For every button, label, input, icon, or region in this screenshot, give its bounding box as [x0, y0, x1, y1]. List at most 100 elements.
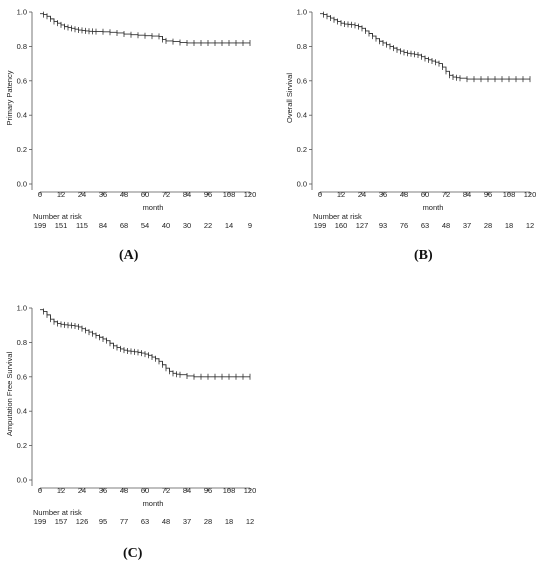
y-tick-label: 0.8	[297, 42, 307, 51]
x-tick-label: 12	[57, 190, 65, 199]
km-chart-b: 0.0 0.2 0.4 0.6 0.8 1.0 0 12 24 36 48 60 72 84 96 108 12…	[285, 8, 537, 231]
risk-value: 18	[225, 517, 233, 526]
x-tick-label: 36	[99, 486, 107, 495]
risk-value: 22	[204, 221, 212, 230]
x-tick-label: 96	[204, 486, 212, 495]
y-tick-label: 0.0	[17, 180, 27, 189]
x-tick-label: 24	[358, 190, 366, 199]
x-tick-label: 60	[141, 486, 149, 495]
risk-value: 30	[183, 221, 191, 230]
risk-value: 40	[162, 221, 170, 230]
x-tick-label: 48	[120, 486, 128, 495]
risk-table-title: Number at risk	[313, 212, 362, 221]
y-tick-label: 0.2	[17, 441, 27, 450]
x-tick-label: 72	[162, 486, 170, 495]
risk-value: 151	[55, 221, 68, 230]
km-chart-c: 0.0 0.2 0.4 0.6 0.8 1.0 0 12 24 36 48 60 72 84 96 108 12…	[5, 304, 257, 527]
x-tick-label: 108	[503, 190, 516, 199]
x-tick-label: 108	[223, 486, 236, 495]
y-tick-label: 0.6	[17, 372, 27, 381]
x-tick-label: 120	[244, 190, 257, 199]
x-tick-label: 24	[78, 190, 86, 199]
y-axis-label: Overall Sirvival	[285, 73, 294, 123]
x-tick-label: 60	[421, 190, 429, 199]
risk-value: 160	[335, 221, 348, 230]
risk-value: 18	[505, 221, 513, 230]
panel-b: 0.0 0.2 0.4 0.6 0.8 1.0 0 12 24 36 48 60 72 84 96 108 12…	[280, 0, 550, 240]
risk-value: 84	[99, 221, 107, 230]
risk-value: 28	[484, 221, 492, 230]
risk-table-title: Number at risk	[33, 508, 82, 517]
x-tick-label: 84	[183, 190, 191, 199]
risk-value: 95	[99, 517, 107, 526]
risk-value: 199	[314, 221, 327, 230]
y-tick-label: 0.8	[17, 42, 27, 51]
y-tick-label: 1.0	[17, 8, 27, 17]
y-tick-label: 0.6	[297, 76, 307, 85]
x-tick-label: 84	[183, 486, 191, 495]
risk-table-title: Number at risk	[33, 212, 82, 221]
x-tick-label: 120	[524, 190, 537, 199]
y-tick-label: 0.2	[17, 145, 27, 154]
risk-value: 28	[204, 517, 212, 526]
x-tick-label: 60	[141, 190, 149, 199]
km-chart-a: 0.0 0.2 0.4 0.6 0.8 1.0 0 12 24 36 48 60 72 84 96 108 12…	[5, 8, 257, 231]
risk-value: 115	[76, 221, 88, 230]
y-tick-label: 0.4	[17, 111, 27, 120]
risk-value: 199	[34, 221, 47, 230]
x-tick-label: 0	[38, 486, 42, 495]
x-tick-label: 0	[318, 190, 322, 199]
risk-value: 157	[55, 517, 68, 526]
x-axis-label: month	[143, 499, 164, 508]
x-tick-label: 72	[442, 190, 450, 199]
risk-value: 37	[463, 221, 471, 230]
risk-value: 54	[141, 221, 149, 230]
panel-c: 0.0 0.2 0.4 0.6 0.8 1.0 0 12 24 36 48 60 72 84 96 108 12…	[0, 296, 270, 536]
x-tick-label: 36	[99, 190, 107, 199]
y-tick-label: 1.0	[17, 304, 27, 313]
panel-a: 0.0 0.2 0.4 0.6 0.8 1.0 0 12 24 36 48 60 72 84 96 108 12…	[0, 0, 270, 240]
risk-value: 12	[526, 221, 534, 230]
x-tick-label: 96	[204, 190, 212, 199]
x-tick-label: 48	[400, 190, 408, 199]
risk-value: 63	[141, 517, 149, 526]
risk-value: 9	[248, 221, 252, 230]
panel-label-c: (C)	[123, 546, 143, 561]
risk-value: 12	[246, 517, 254, 526]
y-tick-label: 0.0	[297, 180, 307, 189]
x-tick-label: 84	[463, 190, 471, 199]
y-tick-label: 0.4	[17, 407, 27, 416]
risk-value: 14	[225, 221, 233, 230]
risk-value: 77	[120, 517, 128, 526]
risk-value: 199	[34, 517, 47, 526]
y-tick-label: 0.2	[297, 145, 307, 154]
x-tick-label: 72	[162, 190, 170, 199]
y-tick-label: 1.0	[297, 8, 307, 17]
risk-value: 48	[442, 221, 450, 230]
y-tick-label: 0.0	[17, 476, 27, 485]
risk-value: 63	[421, 221, 429, 230]
x-tick-label: 12	[337, 190, 345, 199]
x-tick-label: 96	[484, 190, 492, 199]
risk-value: 48	[162, 517, 170, 526]
panel-label-b: (B)	[414, 248, 433, 263]
y-tick-label: 0.4	[297, 111, 307, 120]
risk-value: 126	[76, 517, 89, 526]
risk-value: 93	[379, 221, 387, 230]
x-tick-label: 120	[244, 486, 257, 495]
y-tick-label: 0.6	[17, 76, 27, 85]
x-tick-label: 48	[120, 190, 128, 199]
x-tick-label: 36	[379, 190, 387, 199]
panel-label-a: (A)	[119, 248, 139, 263]
x-tick-label: 108	[223, 190, 236, 199]
x-axis-label: month	[423, 203, 444, 212]
risk-value: 76	[400, 221, 408, 230]
x-tick-label: 0	[38, 190, 42, 199]
x-axis-label: month	[143, 203, 164, 212]
risk-value: 127	[356, 221, 369, 230]
x-tick-label: 24	[78, 486, 86, 495]
risk-value: 37	[183, 517, 191, 526]
y-tick-label: 0.8	[17, 338, 27, 347]
risk-value: 68	[120, 221, 128, 230]
y-axis-label: Amputation Free Survival	[5, 352, 14, 437]
